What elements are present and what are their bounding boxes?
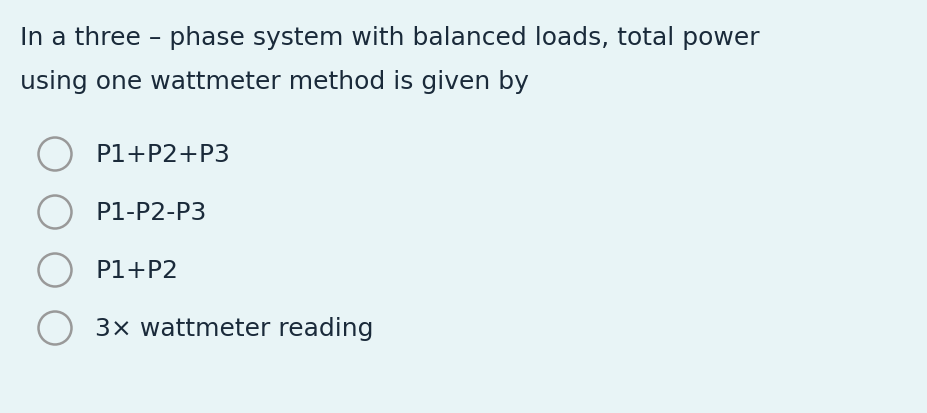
Text: 3× wattmeter reading: 3× wattmeter reading — [95, 316, 374, 340]
Text: P1+P2+P3: P1+P2+P3 — [95, 142, 230, 166]
Text: P1-P2-P3: P1-P2-P3 — [95, 201, 207, 224]
Text: In a three – phase system with balanced loads, total power: In a three – phase system with balanced … — [20, 26, 759, 50]
Text: using one wattmeter method is given by: using one wattmeter method is given by — [20, 70, 529, 94]
Text: P1+P2: P1+P2 — [95, 259, 178, 282]
